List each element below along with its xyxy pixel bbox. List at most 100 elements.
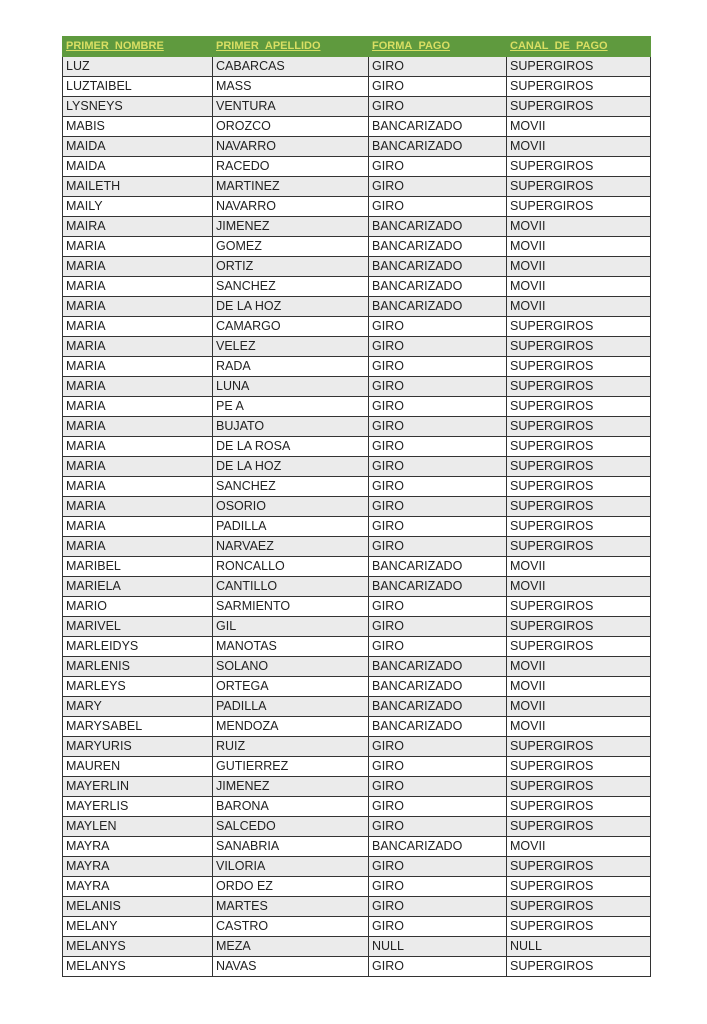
cell-primer-apellido: MARTES: [212, 896, 369, 917]
cell-forma-pago: BANCARIZADO: [368, 696, 507, 717]
cell-forma-pago: GIRO: [368, 196, 507, 217]
cell-primer-nombre: MAYRA: [62, 836, 213, 857]
table-row: LYSNEYS VENTURA GIRO SUPERGIROS: [62, 96, 651, 117]
cell-forma-pago: GIRO: [368, 376, 507, 397]
cell-primer-apellido: PE A: [212, 396, 369, 417]
cell-canal-de-pago: SUPERGIROS: [506, 636, 651, 657]
table-row: MARIA SANCHEZ BANCARIZADO MOVII: [62, 276, 651, 297]
cell-primer-nombre: MAILY: [62, 196, 213, 217]
cell-forma-pago: GIRO: [368, 896, 507, 917]
cell-forma-pago: GIRO: [368, 516, 507, 537]
cell-primer-nombre: MAIDA: [62, 136, 213, 157]
cell-primer-apellido: GIL: [212, 616, 369, 637]
table-row: MAYERLIN JIMENEZ GIRO SUPERGIROS: [62, 776, 651, 797]
table-row: MAIRA JIMENEZ BANCARIZADO MOVII: [62, 216, 651, 237]
table-row: LUZ CABARCAS GIRO SUPERGIROS: [62, 56, 651, 77]
table-row: MARIA SANCHEZ GIRO SUPERGIROS: [62, 476, 651, 497]
cell-primer-nombre: MARIA: [62, 396, 213, 417]
table-row: MARIA LUNA GIRO SUPERGIROS: [62, 376, 651, 397]
cell-canal-de-pago: MOVII: [506, 216, 651, 237]
cell-primer-nombre: MARIA: [62, 516, 213, 537]
cell-canal-de-pago: SUPERGIROS: [506, 596, 651, 617]
header-canal-de-pago: CANAL_DE_PAGO: [506, 36, 651, 57]
cell-forma-pago: GIRO: [368, 336, 507, 357]
table-row: MAILY NAVARRO GIRO SUPERGIROS: [62, 196, 651, 217]
cell-canal-de-pago: SUPERGIROS: [506, 76, 651, 97]
table-row: MARIA DE LA HOZ BANCARIZADO MOVII: [62, 296, 651, 317]
cell-canal-de-pago: SUPERGIROS: [506, 56, 651, 77]
cell-canal-de-pago: SUPERGIROS: [506, 856, 651, 877]
cell-primer-apellido: RONCALLO: [212, 556, 369, 577]
table-row: MARIA OSORIO GIRO SUPERGIROS: [62, 496, 651, 517]
cell-canal-de-pago: SUPERGIROS: [506, 516, 651, 537]
table-row: MARIA ORTIZ BANCARIZADO MOVII: [62, 256, 651, 277]
cell-canal-de-pago: MOVII: [506, 256, 651, 277]
cell-primer-apellido: ORDO EZ: [212, 876, 369, 897]
cell-primer-apellido: NAVARRO: [212, 196, 369, 217]
cell-primer-apellido: VILORIA: [212, 856, 369, 877]
cell-canal-de-pago: MOVII: [506, 136, 651, 157]
cell-forma-pago: GIRO: [368, 756, 507, 777]
cell-primer-apellido: MANOTAS: [212, 636, 369, 657]
table-row: MAYERLIS BARONA GIRO SUPERGIROS: [62, 796, 651, 817]
header-primer-apellido: PRIMER_APELLIDO: [212, 36, 369, 57]
cell-canal-de-pago: SUPERGIROS: [506, 616, 651, 637]
cell-primer-apellido: PADILLA: [212, 516, 369, 537]
cell-primer-apellido: CANTILLO: [212, 576, 369, 597]
table-row: MELANYS NAVAS GIRO SUPERGIROS: [62, 956, 651, 977]
cell-canal-de-pago: SUPERGIROS: [506, 336, 651, 357]
cell-primer-nombre: MARIA: [62, 356, 213, 377]
cell-canal-de-pago: SUPERGIROS: [506, 356, 651, 377]
cell-primer-apellido: LUNA: [212, 376, 369, 397]
cell-primer-nombre: MAIRA: [62, 216, 213, 237]
cell-primer-nombre: MARYURIS: [62, 736, 213, 757]
table-row: MARLEIDYS MANOTAS GIRO SUPERGIROS: [62, 636, 651, 657]
cell-canal-de-pago: MOVII: [506, 116, 651, 137]
cell-canal-de-pago: SUPERGIROS: [506, 316, 651, 337]
cell-primer-nombre: MARIO: [62, 596, 213, 617]
cell-canal-de-pago: SUPERGIROS: [506, 156, 651, 177]
cell-canal-de-pago: MOVII: [506, 696, 651, 717]
cell-primer-apellido: BARONA: [212, 796, 369, 817]
cell-primer-apellido: MASS: [212, 76, 369, 97]
cell-canal-de-pago: SUPERGIROS: [506, 736, 651, 757]
table-row: MELANY CASTRO GIRO SUPERGIROS: [62, 916, 651, 937]
cell-forma-pago: BANCARIZADO: [368, 576, 507, 597]
cell-primer-nombre: MAIDA: [62, 156, 213, 177]
cell-primer-nombre: MAYERLIS: [62, 796, 213, 817]
cell-primer-nombre: MELANIS: [62, 896, 213, 917]
table-row: MABIS OROZCO BANCARIZADO MOVII: [62, 116, 651, 137]
cell-forma-pago: GIRO: [368, 796, 507, 817]
cell-forma-pago: GIRO: [368, 436, 507, 457]
cell-primer-apellido: RACEDO: [212, 156, 369, 177]
cell-canal-de-pago: MOVII: [506, 276, 651, 297]
cell-primer-nombre: MARLENIS: [62, 656, 213, 677]
cell-primer-nombre: MARIA: [62, 416, 213, 437]
cell-forma-pago: BANCARIZADO: [368, 216, 507, 237]
cell-primer-apellido: NARVAEZ: [212, 536, 369, 557]
cell-canal-de-pago: SUPERGIROS: [506, 536, 651, 557]
table-row: MAILETH MARTINEZ GIRO SUPERGIROS: [62, 176, 651, 197]
cell-primer-apellido: CASTRO: [212, 916, 369, 937]
cell-canal-de-pago: SUPERGIROS: [506, 816, 651, 837]
cell-primer-apellido: GOMEZ: [212, 236, 369, 257]
cell-primer-nombre: MARIELA: [62, 576, 213, 597]
table-row: MARIA PADILLA GIRO SUPERGIROS: [62, 516, 651, 537]
cell-primer-nombre: MARIA: [62, 456, 213, 477]
cell-primer-apellido: RADA: [212, 356, 369, 377]
cell-primer-apellido: DE LA ROSA: [212, 436, 369, 457]
cell-primer-nombre: MARIA: [62, 476, 213, 497]
cell-canal-de-pago: SUPERGIROS: [506, 756, 651, 777]
cell-primer-nombre: MARIA: [62, 496, 213, 517]
cell-canal-de-pago: SUPERGIROS: [506, 956, 651, 977]
cell-canal-de-pago: SUPERGIROS: [506, 176, 651, 197]
cell-primer-apellido: PADILLA: [212, 696, 369, 717]
table-row: MARIA DE LA ROSA GIRO SUPERGIROS: [62, 436, 651, 457]
cell-primer-nombre: MARIA: [62, 296, 213, 317]
table-row: MAYRA VILORIA GIRO SUPERGIROS: [62, 856, 651, 877]
cell-primer-nombre: MARIA: [62, 256, 213, 277]
table-row: MAIDA NAVARRO BANCARIZADO MOVII: [62, 136, 651, 157]
table-row: MAIDA RACEDO GIRO SUPERGIROS: [62, 156, 651, 177]
header-row: PRIMER_NOMBRE PRIMER_APELLIDO FORMA_PAGO…: [62, 36, 651, 57]
table-row: MARIA CAMARGO GIRO SUPERGIROS: [62, 316, 651, 337]
